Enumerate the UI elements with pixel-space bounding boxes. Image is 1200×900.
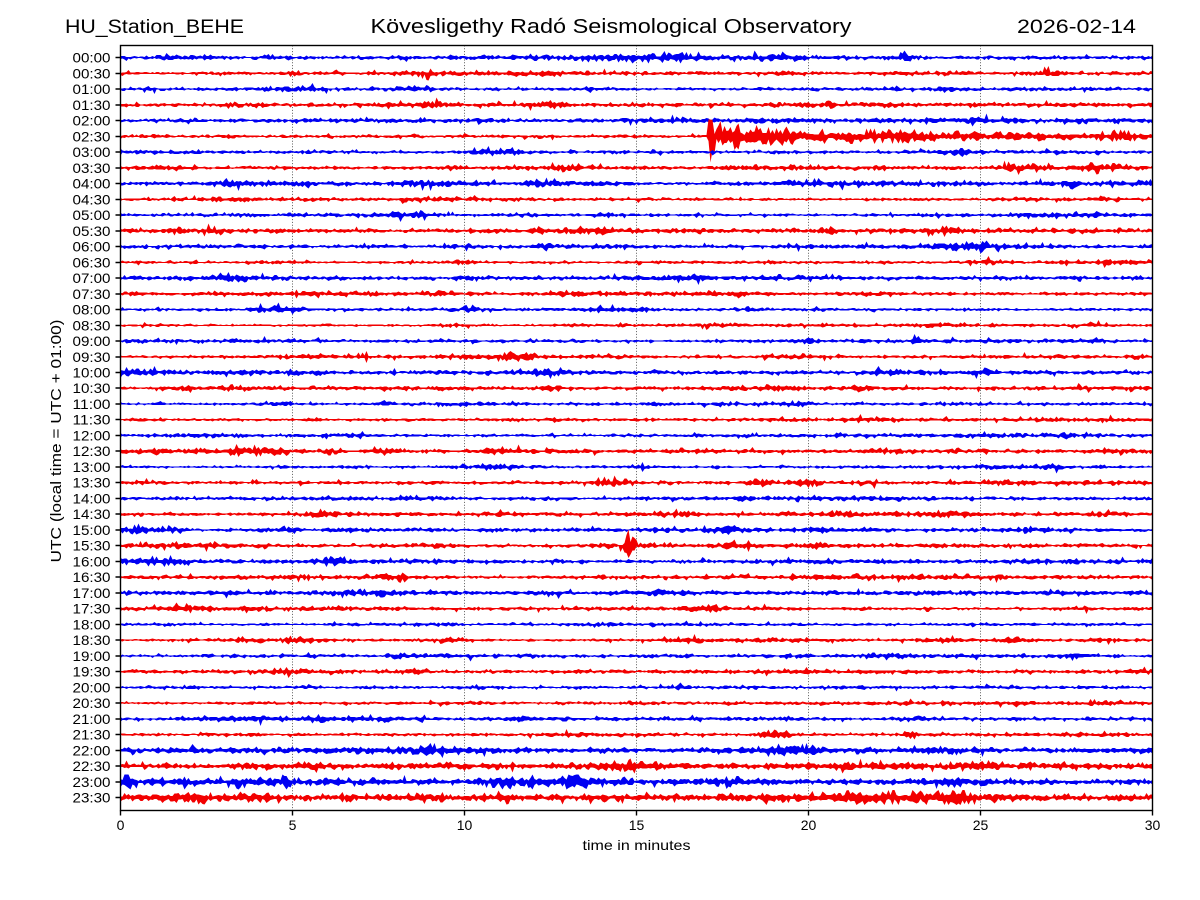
svg-text:14:00: 14:00 — [73, 491, 111, 507]
svg-text:09:00: 09:00 — [73, 333, 111, 349]
svg-text:HU_Station_BEHE: HU_Station_BEHE — [65, 17, 244, 38]
svg-text:13:30: 13:30 — [73, 475, 111, 491]
svg-text:01:30: 01:30 — [73, 97, 111, 113]
svg-text:10:00: 10:00 — [73, 365, 111, 381]
svg-text:03:30: 03:30 — [73, 160, 111, 176]
svg-text:09:30: 09:30 — [73, 349, 111, 365]
svg-text:11:00: 11:00 — [73, 396, 111, 412]
svg-text:06:00: 06:00 — [73, 239, 111, 255]
svg-text:00:30: 00:30 — [73, 65, 111, 81]
svg-text:19:00: 19:00 — [73, 648, 111, 664]
svg-text:07:30: 07:30 — [73, 286, 111, 302]
svg-text:11:30: 11:30 — [73, 412, 111, 428]
svg-text:05:30: 05:30 — [73, 223, 111, 239]
svg-text:02:00: 02:00 — [73, 113, 111, 129]
svg-text:19:30: 19:30 — [73, 664, 111, 680]
svg-text:06:30: 06:30 — [73, 254, 111, 270]
svg-text:04:00: 04:00 — [73, 176, 111, 192]
svg-text:Kövesligethy Radó Seismologica: Kövesligethy Radó Seismological Observat… — [371, 16, 852, 38]
svg-text:07:00: 07:00 — [73, 270, 111, 286]
svg-text:18:30: 18:30 — [73, 632, 111, 648]
svg-text:17:30: 17:30 — [73, 601, 111, 617]
svg-text:17:00: 17:00 — [73, 585, 111, 601]
svg-text:23:30: 23:30 — [73, 790, 111, 806]
svg-text:00:00: 00:00 — [73, 50, 111, 66]
svg-text:30: 30 — [1145, 817, 1161, 833]
svg-text:02:30: 02:30 — [73, 128, 111, 144]
svg-text:21:00: 21:00 — [73, 711, 111, 727]
svg-text:10: 10 — [457, 817, 473, 833]
svg-text:12:00: 12:00 — [73, 428, 111, 444]
svg-text:05:00: 05:00 — [73, 207, 111, 223]
svg-text:UTC (local time = UTC + 01:00): UTC (local time = UTC + 01:00) — [48, 320, 65, 563]
svg-text:04:30: 04:30 — [73, 191, 111, 207]
svg-text:10:30: 10:30 — [73, 380, 111, 396]
svg-text:21:30: 21:30 — [73, 727, 111, 743]
svg-text:13:00: 13:00 — [73, 459, 111, 475]
svg-text:5: 5 — [289, 817, 297, 833]
svg-text:20:30: 20:30 — [73, 695, 111, 711]
svg-text:18:00: 18:00 — [73, 616, 111, 632]
svg-text:01:00: 01:00 — [73, 81, 111, 97]
svg-text:15: 15 — [629, 817, 645, 833]
svg-text:0: 0 — [117, 817, 125, 833]
svg-text:20:00: 20:00 — [73, 679, 111, 695]
svg-text:08:30: 08:30 — [73, 317, 111, 333]
svg-text:23:00: 23:00 — [73, 774, 111, 790]
svg-text:25: 25 — [973, 817, 989, 833]
svg-text:16:30: 16:30 — [73, 569, 111, 585]
svg-text:time in minutes: time in minutes — [583, 837, 691, 853]
svg-text:22:00: 22:00 — [73, 742, 111, 758]
svg-text:15:30: 15:30 — [73, 538, 111, 554]
svg-text:15:00: 15:00 — [73, 522, 111, 538]
svg-text:2026-02-14: 2026-02-14 — [1017, 17, 1137, 38]
svg-text:03:00: 03:00 — [73, 144, 111, 160]
svg-text:08:00: 08:00 — [73, 302, 111, 318]
svg-text:14:30: 14:30 — [73, 506, 111, 522]
svg-text:20: 20 — [801, 817, 817, 833]
svg-text:22:30: 22:30 — [73, 758, 111, 774]
svg-text:12:30: 12:30 — [73, 443, 111, 459]
svg-text:16:00: 16:00 — [73, 553, 111, 569]
